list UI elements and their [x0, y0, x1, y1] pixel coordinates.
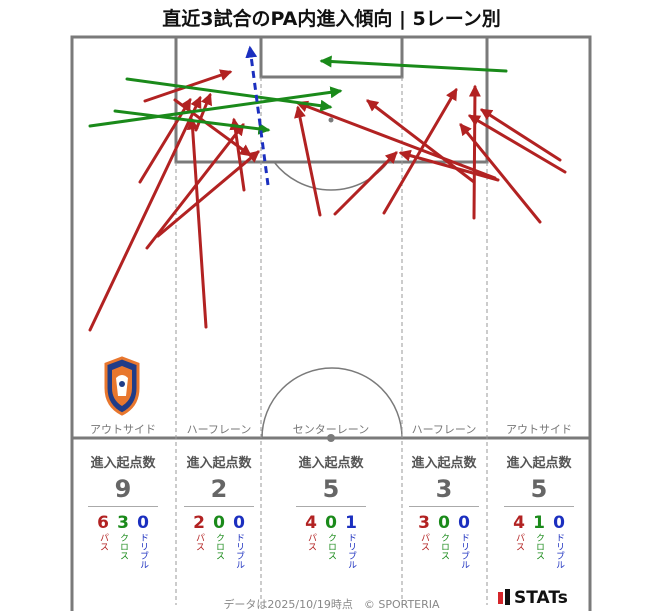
arrow-pass	[382, 87, 458, 215]
stat-cross-count: 1	[533, 513, 545, 533]
stat-divider	[296, 506, 366, 507]
brand-logo: STATs	[498, 588, 568, 608]
stat-dribble-label: ドリブル	[138, 533, 148, 569]
arrow-pass	[398, 149, 500, 182]
stat-divider	[504, 506, 574, 507]
stat-total: 2	[210, 475, 228, 503]
stat-cross-count: 0	[438, 513, 450, 533]
stat-dribble-label: ドリブル	[459, 533, 469, 569]
stat-divider	[409, 506, 479, 507]
arrow-pass	[186, 117, 208, 329]
stat-heading: 進入起点数	[90, 456, 156, 471]
arrow-pass	[156, 150, 260, 238]
arrow-pass	[459, 123, 542, 224]
club-crest-icon	[104, 356, 140, 416]
stat-dribble-count: 0	[233, 513, 245, 533]
arrow-pass	[295, 100, 497, 180]
arrow-pass	[173, 98, 252, 157]
stat-dribble-label: ドリブル	[554, 533, 564, 569]
stat-pass-count: 4	[513, 513, 525, 533]
stat-cross-label: クロス	[439, 533, 449, 560]
lane-stats-out-left: 進入起点数 9 6 パス 3 クロス 0 ドリブル	[73, 452, 173, 569]
arrow-pass	[333, 151, 398, 216]
stat-total: 5	[530, 475, 548, 503]
center-spot	[327, 434, 335, 442]
penalty-area	[174, 35, 489, 164]
penalty-spot	[328, 117, 334, 123]
stat-dribble-label: ドリブル	[234, 533, 244, 569]
stat-heading: 進入起点数	[411, 456, 477, 471]
goal-area	[259, 35, 404, 79]
stat-dribble-count: 0	[553, 513, 565, 533]
stat-pass-label: パス	[419, 533, 429, 551]
center-circle	[261, 367, 403, 439]
lane-stats-half-left: 進入起点数 2 2 パス 0 クロス 0 ドリブル	[169, 452, 269, 569]
stat-dribble-label: ドリブル	[346, 533, 356, 569]
arrow-cross	[88, 86, 343, 128]
arrow-pass	[194, 92, 213, 132]
lane-label-half-left: ハーフレーン	[186, 423, 252, 436]
stat-total: 5	[322, 475, 340, 503]
stat-cross-label: クロス	[214, 533, 224, 560]
lane-label-half-right: ハーフレーン	[411, 423, 477, 436]
lane-label-center: センターレーン	[292, 423, 370, 436]
arrow-pass	[467, 114, 567, 174]
stat-dribble-count: 0	[458, 513, 470, 533]
arrow-dribble	[245, 45, 270, 186]
stat-heading: 進入起点数	[298, 456, 364, 471]
stat-heading: 進入起点数	[506, 456, 572, 471]
arrow-pass	[294, 105, 322, 217]
stat-dribble-count: 0	[137, 513, 149, 533]
stat-pass-count: 4	[305, 513, 317, 533]
stat-total: 3	[435, 475, 453, 503]
stat-cross-count: 0	[213, 513, 225, 533]
arrow-pass	[88, 95, 202, 332]
stat-cross-label: クロス	[118, 533, 128, 560]
stat-pass-count: 2	[193, 513, 205, 533]
stat-pass-count: 6	[97, 513, 109, 533]
stat-divider	[184, 506, 254, 507]
lane-dividers	[175, 77, 488, 605]
stat-pass-label: パス	[306, 533, 316, 551]
page-title: 直近3試合のPA内進入傾向 | 5レーン別	[162, 8, 501, 30]
data-footnote: データは2025/10/19時点 © SPORTERIA	[223, 598, 440, 611]
stat-pass-label: パス	[194, 533, 204, 551]
stat-cross-label: クロス	[326, 533, 336, 560]
lane-stats-half-right: 進入起点数 3 3 パス 0 クロス 0 ドリブル	[394, 452, 494, 569]
stat-heading: 進入起点数	[186, 456, 252, 471]
stat-pass-label: パス	[514, 533, 524, 551]
stat-dribble-count: 1	[345, 513, 357, 533]
lane-stats-out-right: 進入起点数 5 4 パス 1 クロス 0 ドリブル	[489, 452, 589, 569]
arrow-pass	[145, 123, 245, 250]
stat-cross-count: 0	[325, 513, 337, 533]
arrow-cross	[113, 109, 271, 135]
stat-pass-label: パス	[98, 533, 108, 551]
stat-cross-count: 3	[117, 513, 129, 533]
lane-label-out-right: アウトサイド	[506, 423, 572, 436]
arrow-cross	[319, 55, 508, 73]
stat-pass-count: 3	[418, 513, 430, 533]
arrow-cross	[125, 77, 333, 112]
arrow-pass	[479, 108, 562, 162]
lane-stats-center: 進入起点数 5 4 パス 0 クロス 1 ドリブル	[281, 452, 381, 569]
brand-name: STATs	[514, 588, 568, 608]
arrow-pass	[468, 84, 481, 220]
stat-cross-label: クロス	[534, 533, 544, 560]
stat-divider	[88, 506, 158, 507]
stat-total: 9	[114, 475, 132, 503]
lane-label-out-left: アウトサイド	[90, 423, 156, 436]
